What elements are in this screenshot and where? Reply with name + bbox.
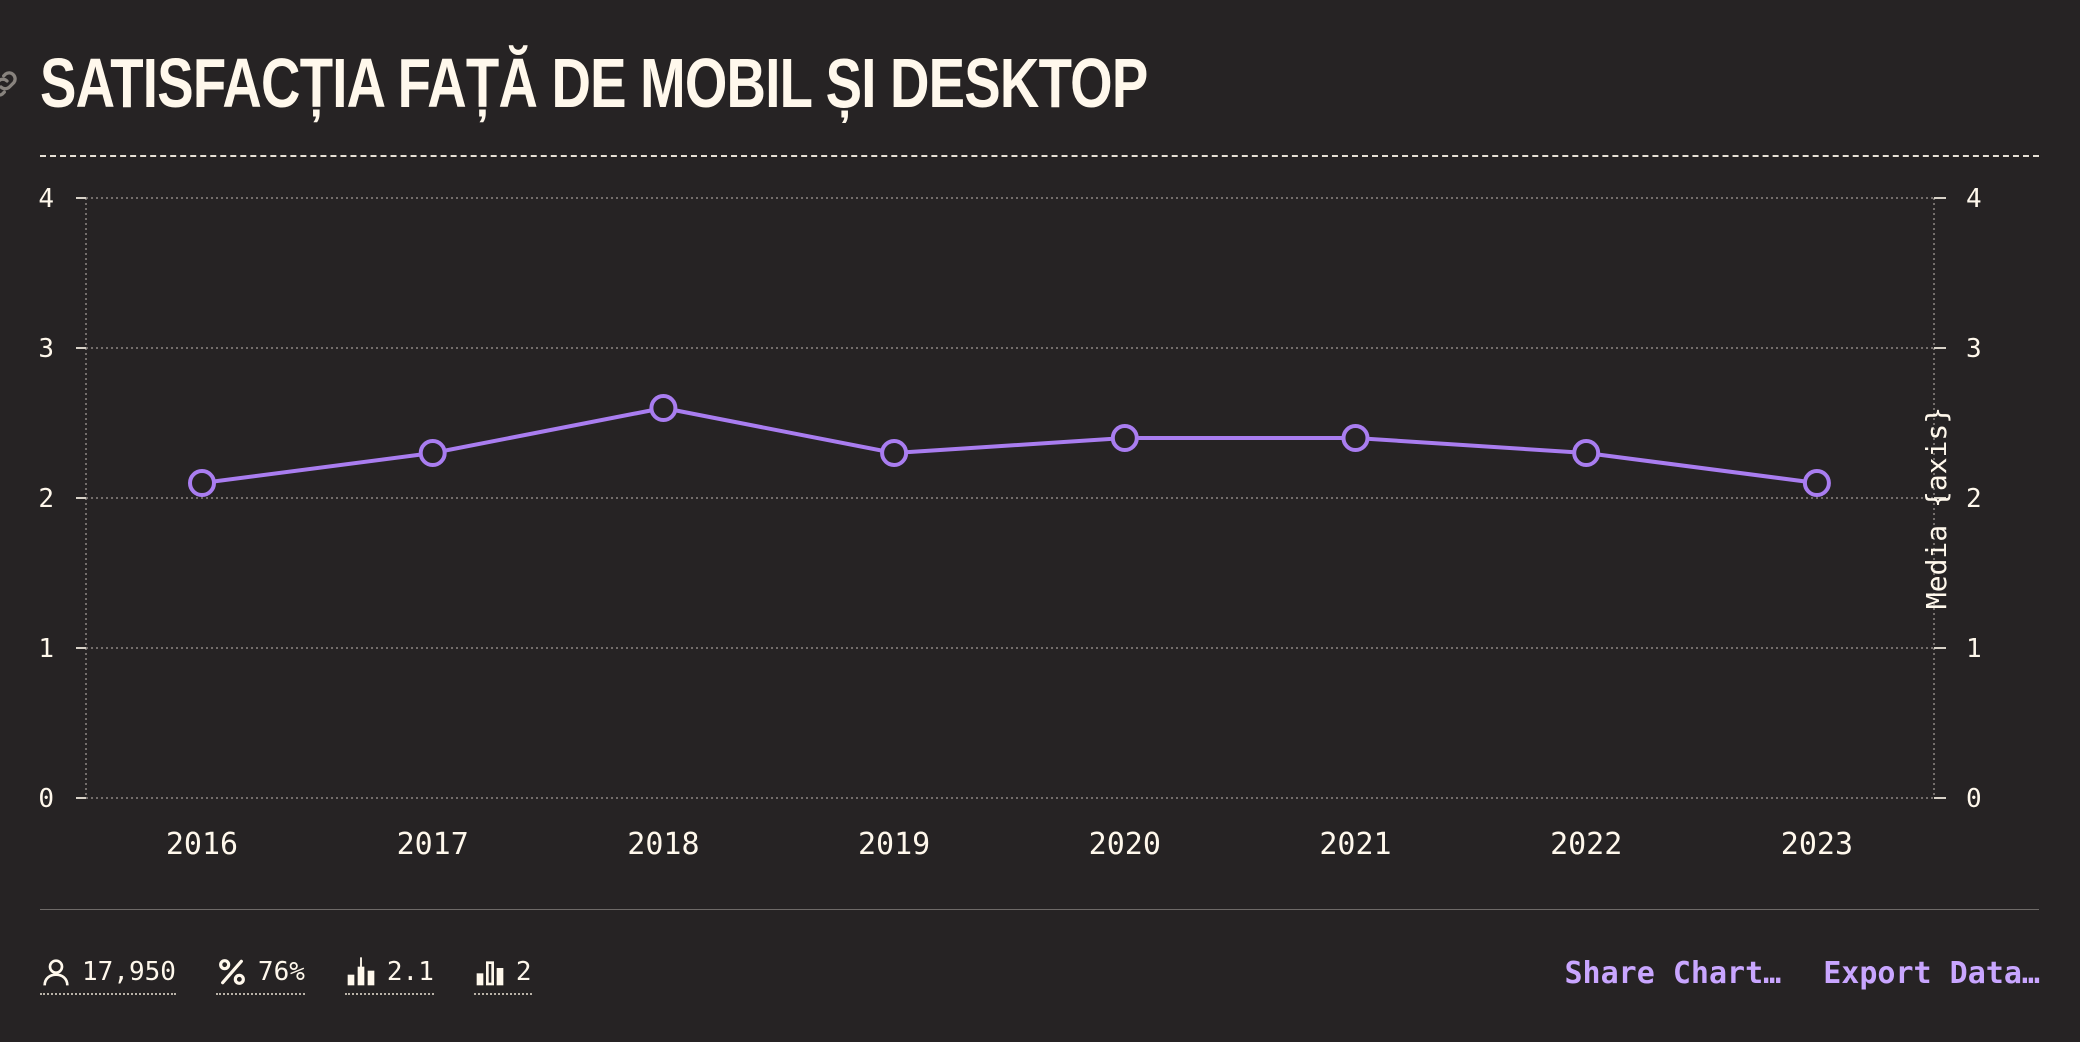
median-chart-icon bbox=[476, 961, 504, 986]
y-tick-label-right: 1 bbox=[1966, 634, 1982, 664]
mean-value: 2.1 bbox=[386, 957, 434, 987]
x-tick-label: 2017 bbox=[397, 827, 469, 862]
y-tick-label-right: 0 bbox=[1966, 784, 1982, 814]
link-icon[interactable] bbox=[0, 66, 22, 102]
y-tick-label-right: 2 bbox=[1966, 484, 1982, 514]
x-tick-label: 2021 bbox=[1319, 827, 1391, 862]
x-tick-label: 2022 bbox=[1550, 827, 1622, 862]
title-divider bbox=[40, 155, 2039, 157]
y-tick-label-left: 2 bbox=[38, 484, 54, 514]
x-tick-label: 2018 bbox=[627, 827, 699, 862]
data-point bbox=[418, 439, 447, 467]
mean-stat[interactable]: 2.1 bbox=[344, 956, 434, 995]
percent-icon bbox=[218, 959, 245, 985]
data-point bbox=[1110, 424, 1139, 452]
x-tick-label: 2020 bbox=[1089, 827, 1161, 862]
data-point bbox=[880, 439, 909, 467]
line-chart: 0 0 1 1 2 2 3 3 4 4 Media {axis} 2016 2017 2018 2019 20… bbox=[38, 184, 1982, 862]
mean-chart-icon bbox=[347, 957, 375, 986]
right-axis-title: Media {axis} bbox=[1920, 407, 1953, 609]
x-tick-label: 2019 bbox=[858, 827, 930, 862]
y-tick-label-left: 3 bbox=[38, 334, 54, 364]
median-stat[interactable]: 2 bbox=[473, 956, 532, 995]
stats-bar: 17,950 76% 2.1 2 bbox=[40, 956, 532, 995]
share-chart-button[interactable]: Share Chart… bbox=[1564, 956, 1782, 991]
data-point bbox=[188, 469, 216, 497]
series-line bbox=[201, 406, 1818, 485]
y-tick-label-right: 3 bbox=[1966, 334, 1982, 364]
percent-value: 76% bbox=[257, 957, 305, 987]
data-point bbox=[1572, 439, 1601, 467]
y-tick-label-left: 0 bbox=[38, 784, 54, 814]
data-point bbox=[1802, 469, 1831, 497]
user-icon bbox=[43, 959, 69, 986]
chart-title: SATISFACȚIA FAȚĂ DE MOBIL ȘI DESKTOP bbox=[40, 44, 1148, 122]
y-tick-label-right: 4 bbox=[1966, 184, 1982, 214]
median-value: 2 bbox=[515, 957, 532, 987]
percent-stat[interactable]: 76% bbox=[215, 956, 305, 995]
data-point bbox=[649, 394, 678, 422]
x-tick-label: 2023 bbox=[1781, 827, 1853, 862]
chart-actions: Share Chart… Export Data… bbox=[1565, 956, 2041, 991]
data-point bbox=[1341, 424, 1370, 452]
footer-divider bbox=[40, 909, 2039, 910]
x-tick-label: 2016 bbox=[166, 827, 238, 862]
y-tick-label-left: 4 bbox=[38, 184, 54, 214]
y-tick-label-left: 1 bbox=[38, 634, 54, 664]
export-data-button[interactable]: Export Data… bbox=[1823, 956, 2040, 991]
respondents-value: 17,950 bbox=[82, 957, 176, 987]
respondents-stat[interactable]: 17,950 bbox=[40, 956, 176, 995]
